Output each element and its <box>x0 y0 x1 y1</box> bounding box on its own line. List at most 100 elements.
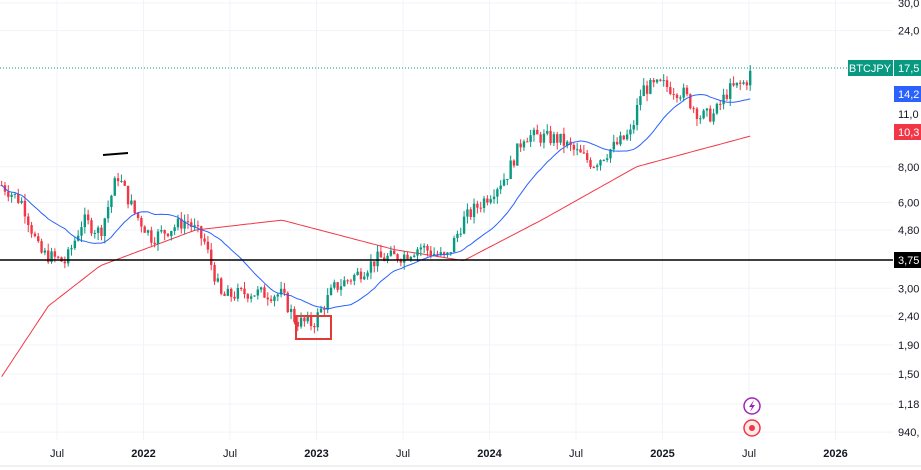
candle <box>712 113 715 122</box>
candle <box>422 245 426 248</box>
time-tick: Jul <box>223 448 237 460</box>
candle <box>689 94 692 109</box>
candle <box>739 82 742 84</box>
candle <box>692 108 695 110</box>
candle <box>609 149 612 159</box>
candle <box>30 225 33 234</box>
candle <box>249 296 253 299</box>
candle <box>356 271 359 276</box>
candle <box>309 316 313 327</box>
price-axis[interactable]: 30,0 24,0 8,00 6,00 4,80 3,00 2,40 1,90 1,50 1,18… <box>898 0 919 439</box>
candle <box>582 152 586 154</box>
candle <box>522 141 526 148</box>
candle <box>313 326 316 328</box>
candle <box>170 231 173 237</box>
candle <box>10 194 13 197</box>
candle <box>293 308 296 322</box>
time-axis[interactable]: Jul 2022 Jul 2023 Jul 2024 Jul 2025 Jul 2026 <box>50 448 848 460</box>
candle <box>333 282 336 288</box>
candle <box>173 227 176 232</box>
candle <box>639 96 642 105</box>
candle <box>273 296 276 301</box>
candle <box>719 103 722 105</box>
candle <box>76 235 80 241</box>
candle <box>659 79 662 81</box>
candle <box>226 288 230 296</box>
price-tick: 4,80 <box>898 225 919 237</box>
candle <box>183 221 186 229</box>
candle <box>439 252 442 255</box>
candle <box>529 135 532 142</box>
candle <box>449 252 452 254</box>
candle <box>269 299 273 301</box>
time-tick: 2025 <box>650 448 674 460</box>
last-price-tag: 17,5 <box>894 60 921 76</box>
candle <box>299 317 303 327</box>
candle <box>66 249 70 264</box>
candle <box>512 160 516 166</box>
candle <box>73 240 77 249</box>
ma-red-line <box>1 135 751 377</box>
candle <box>595 165 599 168</box>
candle <box>100 227 103 236</box>
candle <box>542 133 546 143</box>
candle <box>136 212 140 218</box>
candle <box>229 288 233 297</box>
candle <box>732 83 735 86</box>
candle <box>605 158 609 160</box>
lightning-icon[interactable] <box>743 397 761 415</box>
candle <box>602 159 606 161</box>
candle <box>416 249 419 256</box>
svg-text:3,75: 3,75 <box>898 255 919 267</box>
candle <box>329 287 333 296</box>
trend-line-drawing[interactable] <box>102 152 129 156</box>
candle <box>276 294 279 297</box>
candle <box>166 233 170 237</box>
candle <box>725 94 729 99</box>
time-tick: 2023 <box>304 448 328 460</box>
candle <box>699 118 702 120</box>
candle <box>70 248 73 250</box>
price-tick: 1,90 <box>898 340 919 352</box>
candle <box>123 180 126 186</box>
time-tick: Jul <box>50 448 64 460</box>
candle <box>56 256 60 258</box>
rectangle-drawing[interactable] <box>295 315 332 340</box>
candle <box>679 97 682 99</box>
candle <box>579 149 582 153</box>
candle <box>612 141 615 150</box>
candle <box>386 255 389 261</box>
ma-red-tag: 10,3 <box>894 124 921 140</box>
candle <box>366 272 369 277</box>
candle <box>682 87 685 98</box>
candle <box>426 245 429 251</box>
grid <box>0 0 893 440</box>
candle <box>469 209 472 218</box>
candle <box>353 275 356 281</box>
candle <box>619 135 622 145</box>
candle <box>43 250 47 253</box>
candle <box>206 241 210 250</box>
candle <box>389 250 393 256</box>
candle <box>279 288 283 295</box>
record-icon[interactable] <box>743 419 761 437</box>
candle <box>642 85 645 97</box>
candle <box>519 143 522 148</box>
price-tick: 6,00 <box>898 197 919 209</box>
price-tick: 24,0 <box>898 26 919 38</box>
candle <box>163 230 166 234</box>
candle <box>13 193 17 195</box>
candle <box>662 80 665 82</box>
candle <box>63 261 67 264</box>
candle <box>559 133 562 143</box>
candle <box>20 200 23 203</box>
candle <box>462 216 466 234</box>
candle <box>536 129 539 135</box>
candle <box>562 133 566 146</box>
candle <box>150 230 153 243</box>
candle <box>37 236 40 242</box>
candle <box>539 134 542 143</box>
candle <box>452 238 456 253</box>
